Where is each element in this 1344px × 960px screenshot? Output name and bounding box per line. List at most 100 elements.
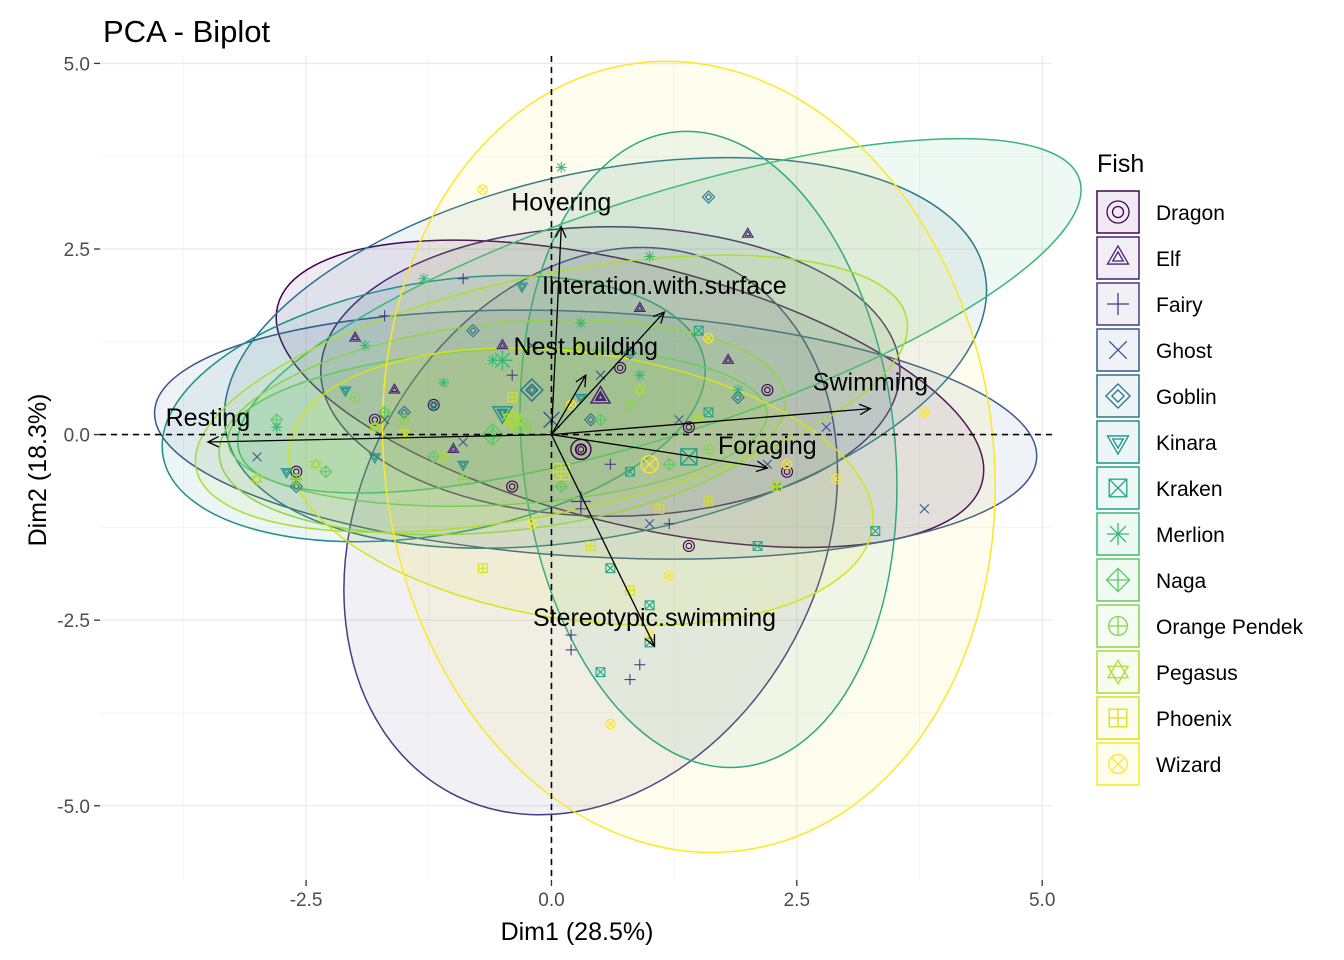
arrow-label-resting: Resting	[166, 404, 251, 432]
point-elf	[741, 227, 754, 238]
legend-symbol-phoenix	[1108, 708, 1128, 728]
arrowhead-foraging	[755, 460, 769, 473]
centroid-pegasus	[501, 407, 523, 432]
legend-label-merlion: Merlion	[1156, 524, 1225, 547]
arrow-resting	[207, 433, 552, 443]
point-goblin	[466, 323, 480, 338]
point-kraken	[625, 466, 635, 477]
point-phoenix	[772, 481, 783, 492]
legend-item-fairy: Fairy	[1096, 282, 1203, 326]
legend-item-pegasus: Pegasus	[1096, 650, 1238, 694]
point-elf	[633, 301, 647, 312]
legend-symbol-ghost	[1108, 340, 1128, 360]
point-pegasus	[437, 449, 450, 464]
point-ghost	[674, 414, 684, 425]
point-phoenix	[585, 540, 596, 551]
point-kraken	[605, 563, 616, 574]
legend-key-goblin	[1096, 374, 1140, 418]
legend-label-phoenix: Phoenix	[1156, 708, 1232, 731]
point-kraken	[870, 526, 881, 537]
point-wizard	[703, 332, 714, 344]
legend-label-pegasus: Pegasus	[1156, 662, 1238, 685]
centroid-wizard	[640, 455, 659, 474]
point-fairy	[604, 458, 616, 470]
x-tick-label: 2.5	[784, 890, 810, 911]
point-ghost	[919, 504, 930, 514]
point-kinara	[515, 282, 529, 294]
legend-symbol-kinara	[1106, 435, 1130, 456]
y-tick-label: 0.0	[64, 426, 90, 447]
point-orange-pendek	[291, 473, 302, 485]
legend-symbol-orange-pendek	[1108, 616, 1129, 637]
legend-label-naga: Naga	[1156, 570, 1207, 593]
point-kinara	[368, 453, 382, 465]
point-dragon	[614, 361, 627, 374]
point-orange-pendek	[349, 392, 361, 403]
legend-item-merlion: Merlion	[1096, 512, 1225, 556]
point-naga	[593, 413, 608, 427]
point-kraken	[644, 600, 655, 611]
x-tick-label: -2.5	[290, 890, 323, 911]
point-phoenix	[477, 563, 488, 574]
point-phoenix	[507, 392, 518, 403]
ellipse-dragon	[275, 239, 985, 549]
centroid-merlion	[492, 350, 513, 371]
ellipse-merlion	[237, 137, 1082, 494]
point-pegasus	[309, 457, 322, 472]
point-merlion	[634, 369, 646, 381]
legend-key-kinara	[1096, 420, 1140, 464]
point-orange-pendek	[703, 444, 714, 455]
point-merlion	[644, 250, 656, 262]
point-merlion	[359, 340, 371, 352]
point-wizard	[477, 184, 488, 195]
legend: Fish Dragon Elf Fairy Ghost Goblin Kinara Krak…	[1096, 150, 1304, 786]
y-tick-label: -5.0	[57, 797, 90, 818]
legend-symbol-merlion	[1107, 523, 1129, 545]
y-tick-label: 5.0	[64, 54, 90, 75]
arrowhead-hovering	[554, 225, 567, 239]
arrow-label-swimming: Swimming	[813, 369, 928, 397]
arrowhead-stereotypic-swimming	[644, 634, 656, 648]
point-fairy	[379, 310, 391, 322]
arrowhead-nest-building	[575, 373, 587, 388]
legend-symbol-kraken	[1108, 478, 1128, 498]
y-axis-title: Dim2 (18.3%)	[24, 394, 52, 547]
point-goblin	[731, 390, 745, 405]
point-pegasus	[368, 420, 381, 435]
point-merlion	[271, 421, 283, 433]
point-kinara	[280, 468, 293, 479]
legend-key-pegasus	[1096, 650, 1140, 694]
point-pegasus	[574, 338, 587, 353]
point-ghost	[252, 452, 262, 462]
point-elf	[388, 382, 401, 394]
legend-label-dragon: Dragon	[1156, 202, 1225, 225]
legend-symbol-elf	[1106, 244, 1130, 265]
legend-label-ghost: Ghost	[1156, 340, 1212, 363]
point-kinara	[456, 460, 470, 472]
point-kraken	[703, 407, 714, 418]
arrow-swimming	[551, 407, 871, 436]
legend-item-dragon: Dragon	[1096, 190, 1225, 234]
point-ghost	[458, 437, 468, 447]
legend-symbol-dragon	[1106, 200, 1130, 224]
legend-item-wizard: Wizard	[1096, 742, 1221, 786]
legend-item-phoenix: Phoenix	[1096, 696, 1232, 740]
legend-item-kraken: Kraken	[1096, 466, 1223, 510]
point-pegasus	[251, 472, 264, 487]
point-elf	[721, 353, 735, 364]
point-wizard	[830, 473, 842, 485]
point-fairy	[624, 674, 636, 686]
point-goblin	[583, 412, 598, 427]
legend-item-orange-pendek: Orange Pendek	[1096, 604, 1304, 648]
point-fairy	[565, 644, 577, 656]
point-goblin	[701, 190, 716, 204]
arrow-label-foraging: Foraging	[718, 432, 817, 460]
point-wizard	[919, 407, 930, 418]
point-dragon	[368, 413, 381, 426]
point-merlion	[438, 377, 450, 389]
point-phoenix	[703, 496, 714, 507]
legend-label-elf: Elf	[1156, 248, 1181, 271]
legend-key-phoenix	[1096, 696, 1140, 740]
legend-label-fairy: Fairy	[1156, 294, 1203, 317]
